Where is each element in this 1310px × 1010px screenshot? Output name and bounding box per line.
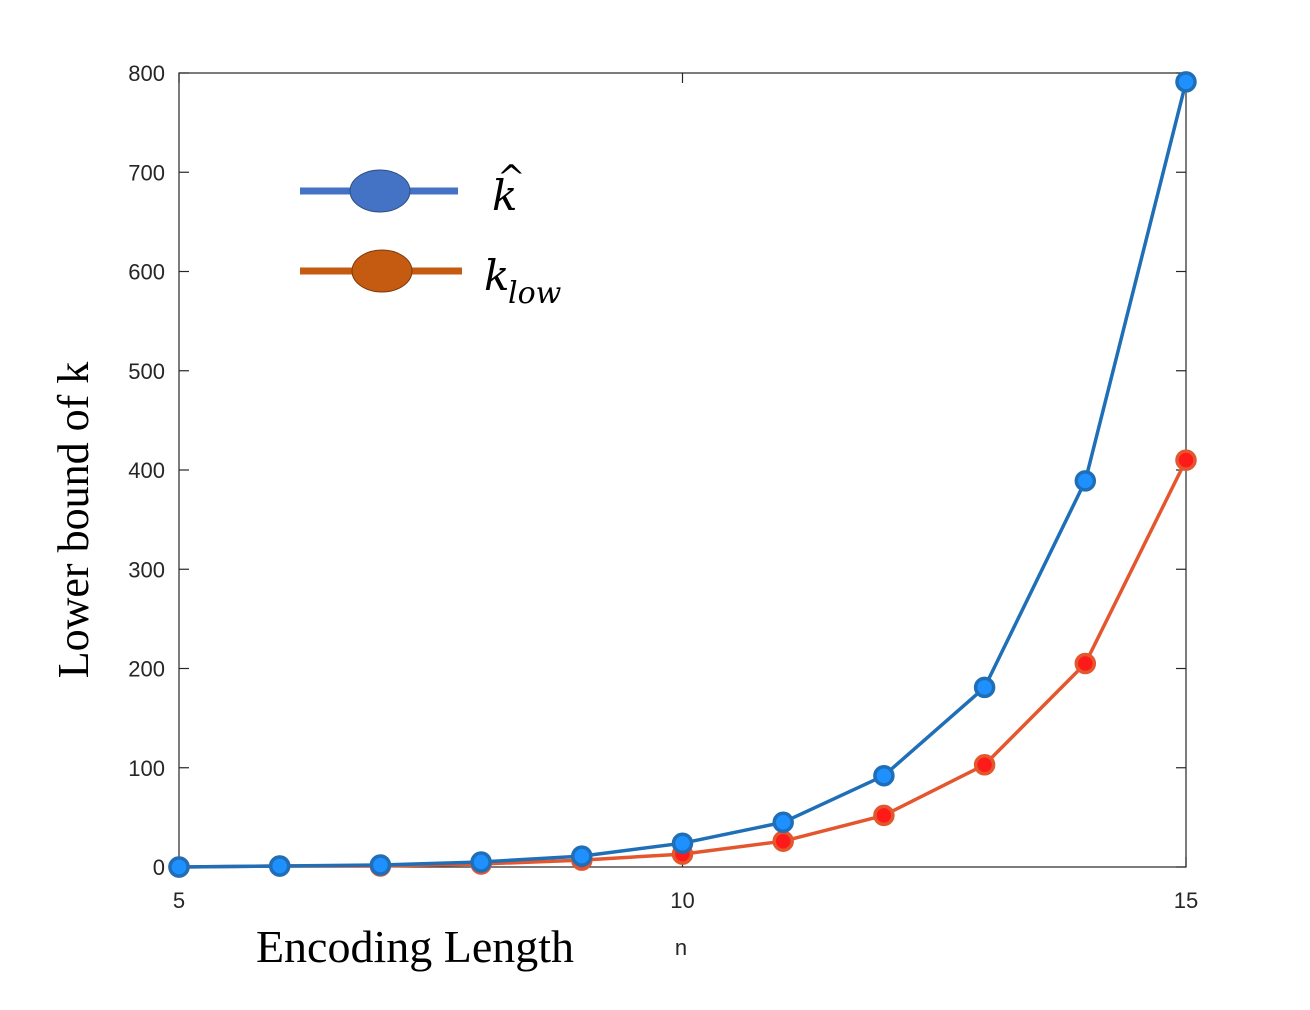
series-points: [168, 71, 1197, 878]
data-point-series-0: [873, 764, 895, 787]
data-point-series-0: [571, 845, 593, 867]
y-tick-label: 300: [128, 557, 165, 582]
x-tick-label: 10: [670, 888, 694, 913]
legend-blue-marker: [349, 169, 411, 213]
y-tick-label: 700: [128, 160, 165, 185]
y-tick-label: 100: [128, 756, 165, 781]
data-point-series-0: [168, 856, 190, 878]
data-point-series-1: [1074, 652, 1097, 675]
legend: k ^ k low: [300, 158, 562, 311]
x-axis-subtitle: n: [675, 935, 687, 960]
legend-label-k-hat-accent: ^: [497, 158, 526, 198]
data-point-series-0: [973, 676, 996, 699]
y-tick-label: 600: [128, 260, 165, 285]
data-point-series-0: [1175, 71, 1197, 93]
data-point-series-0: [470, 851, 492, 873]
y-tick-label: 200: [128, 657, 165, 682]
y-tick-label: 800: [128, 61, 165, 86]
data-point-series-0: [268, 855, 291, 877]
legend-label-k-low: k: [484, 251, 509, 300]
x-tick-label: 5: [173, 888, 185, 913]
data-point-series-1: [873, 804, 895, 827]
legend-label-k-low-subscript: low: [508, 276, 562, 311]
x-axis-title: Encoding Length: [256, 921, 574, 972]
data-point-series-0: [369, 854, 392, 876]
x-tick-label: 15: [1174, 888, 1198, 913]
legend-orange-marker: [351, 249, 413, 293]
data-point-series-1: [772, 830, 794, 852]
y-tick-label: 0: [153, 855, 165, 880]
axis-ticks: 0 100 200 300 400 500 600 700 800 5 10 15: [128, 61, 1198, 913]
data-point-series-1: [1175, 449, 1197, 471]
plot-area: [178, 72, 1187, 868]
y-axis-title: Lower bound of k: [49, 362, 98, 679]
data-point-series-0: [671, 832, 694, 854]
legend-label-k-hat: k: [492, 171, 517, 220]
data-point-series-0: [772, 811, 794, 834]
y-tick-label: 500: [128, 359, 165, 384]
y-tick-label: 400: [128, 458, 165, 483]
data-point-series-0: [1074, 470, 1097, 492]
data-point-series-1: [973, 754, 996, 776]
